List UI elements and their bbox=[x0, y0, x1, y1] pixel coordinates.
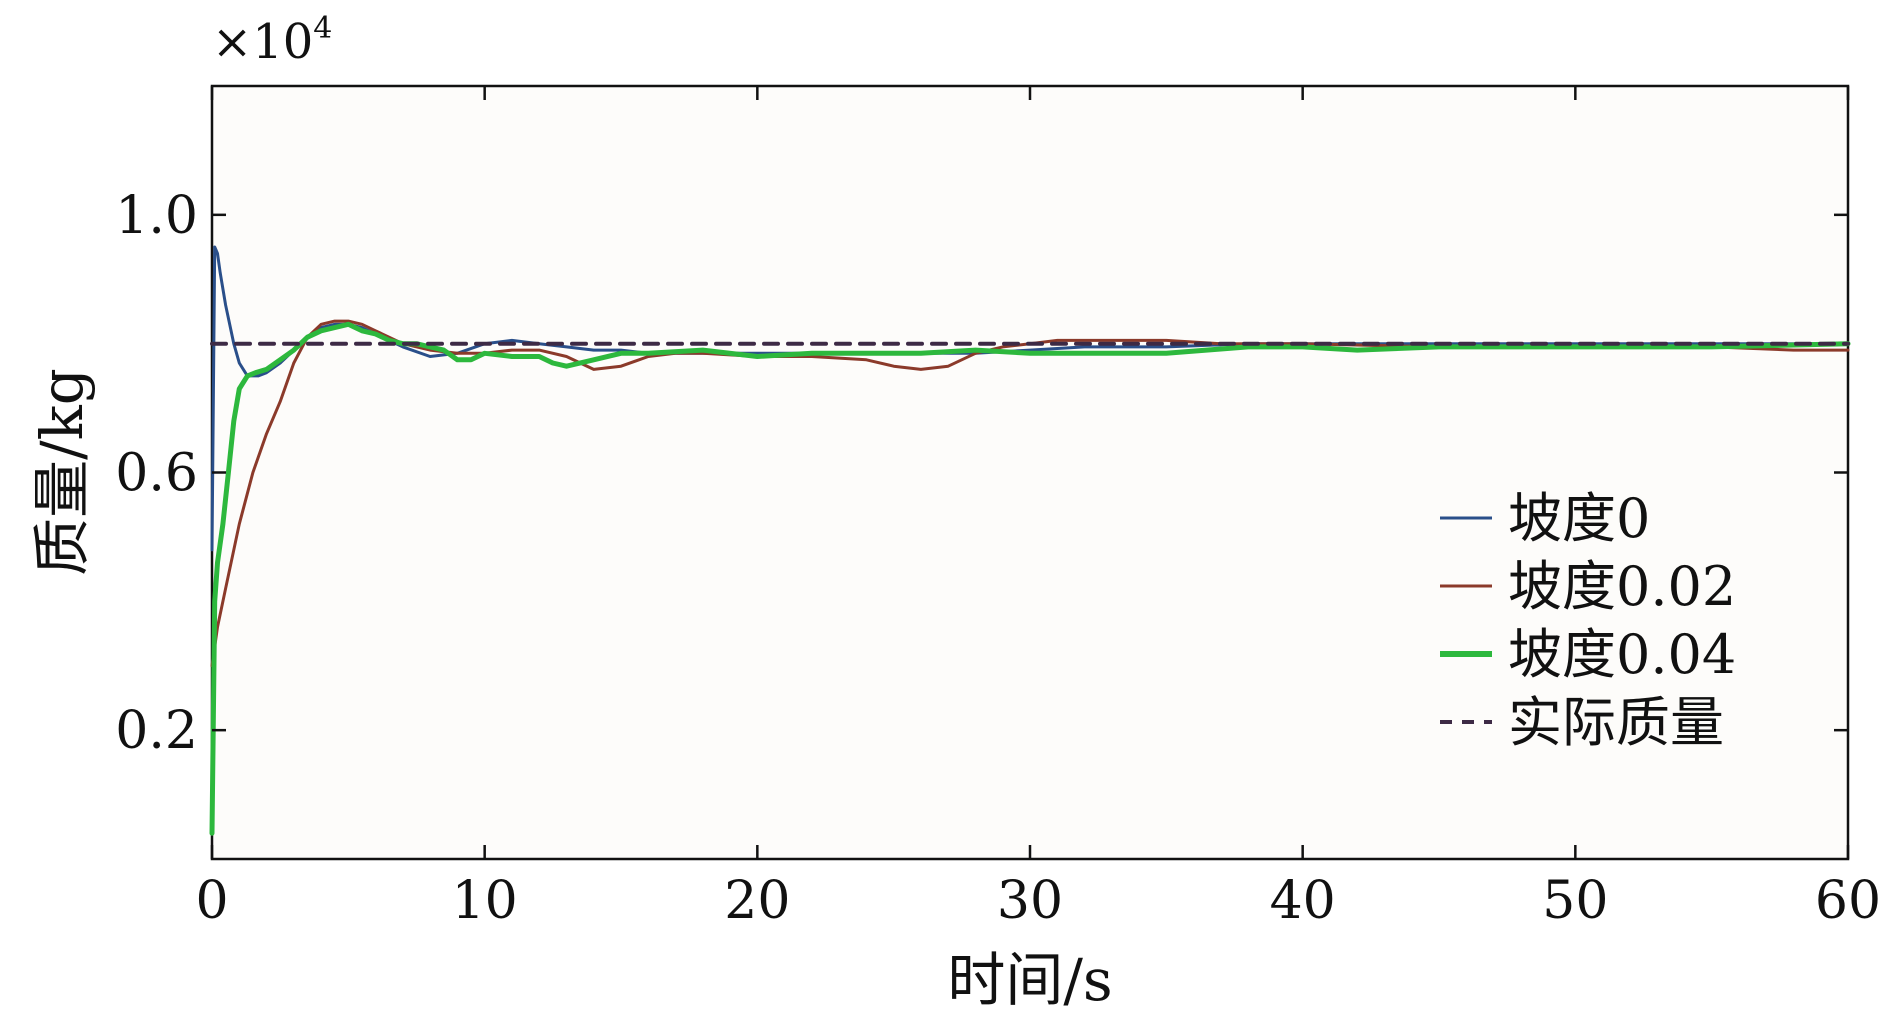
x-tick-label: 20 bbox=[724, 871, 790, 931]
y-axis-label: 质量/kg bbox=[28, 368, 96, 576]
x-tick-label: 60 bbox=[1815, 871, 1881, 931]
plot-area bbox=[210, 84, 1850, 861]
x-axis-ticks: 0 10 20 30 40 50 60 bbox=[195, 86, 1881, 931]
x-tick-label: 40 bbox=[1270, 871, 1336, 931]
x-tick-label: 30 bbox=[997, 871, 1063, 931]
y-tick-label: 0.6 bbox=[115, 444, 198, 504]
series-layer bbox=[209, 245, 1851, 836]
y-tick-label: 0.2 bbox=[115, 701, 198, 761]
x-tick-label: 50 bbox=[1542, 871, 1608, 931]
x-tick-label: 0 bbox=[195, 871, 228, 931]
y-tick-label: 1.0 bbox=[115, 186, 198, 246]
series-line-2 bbox=[209, 321, 1851, 836]
y-axis-ticks: 0.2 0.6 1.0 bbox=[115, 186, 1848, 761]
legend-label: 实际质量 bbox=[1508, 691, 1724, 754]
y-axis-multiplier: ×104 bbox=[212, 11, 332, 70]
x-tick-label: 10 bbox=[452, 871, 518, 931]
series-line-1 bbox=[210, 319, 1850, 668]
x-axis-label: 时间/s bbox=[947, 946, 1112, 1014]
legend-label: 坡度0 bbox=[1508, 487, 1650, 550]
legend-label: 坡度0.02 bbox=[1508, 555, 1736, 618]
legend-label: 坡度0.04 bbox=[1508, 623, 1736, 686]
